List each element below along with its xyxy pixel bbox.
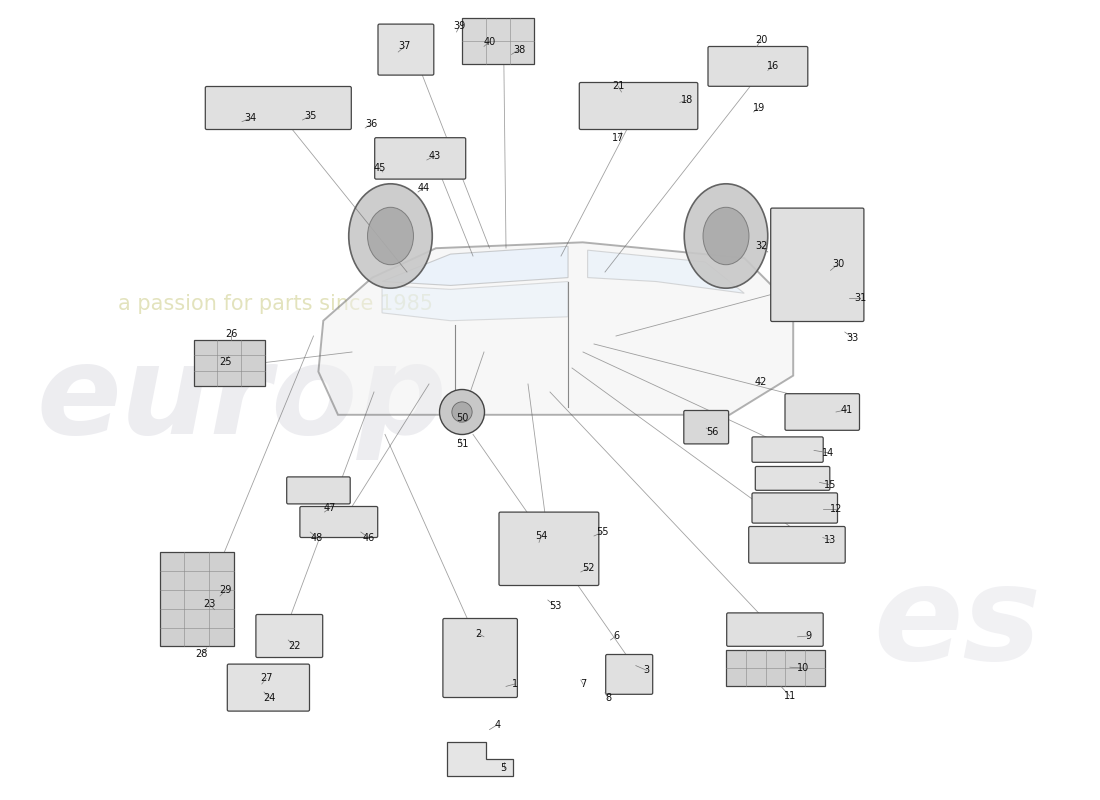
Text: 36: 36: [365, 119, 378, 129]
Text: 37: 37: [398, 42, 411, 51]
Text: 6: 6: [613, 631, 619, 641]
Text: 43: 43: [428, 151, 441, 161]
Text: 29: 29: [219, 586, 232, 595]
FancyBboxPatch shape: [684, 410, 728, 444]
Polygon shape: [447, 742, 513, 776]
Text: 55: 55: [596, 527, 609, 537]
Text: 13: 13: [824, 535, 837, 545]
Circle shape: [452, 402, 472, 422]
Text: 11: 11: [783, 691, 796, 701]
FancyBboxPatch shape: [443, 618, 517, 698]
FancyBboxPatch shape: [771, 208, 864, 322]
Text: a passion for parts since 1985: a passion for parts since 1985: [118, 294, 432, 314]
Text: 7: 7: [580, 679, 586, 689]
Text: 23: 23: [202, 599, 216, 609]
Text: 12: 12: [829, 504, 843, 514]
FancyBboxPatch shape: [228, 664, 309, 711]
FancyBboxPatch shape: [785, 394, 859, 430]
FancyBboxPatch shape: [378, 24, 433, 75]
FancyBboxPatch shape: [727, 613, 823, 646]
FancyBboxPatch shape: [749, 526, 845, 563]
Text: 18: 18: [681, 95, 694, 105]
Text: 39: 39: [453, 21, 466, 30]
FancyBboxPatch shape: [375, 138, 465, 179]
Text: 27: 27: [260, 674, 273, 683]
Text: 28: 28: [195, 650, 208, 659]
Polygon shape: [318, 242, 793, 414]
FancyBboxPatch shape: [752, 493, 837, 523]
Text: 14: 14: [822, 448, 835, 458]
Text: 31: 31: [854, 293, 867, 302]
Polygon shape: [587, 250, 745, 294]
Text: 33: 33: [846, 333, 859, 342]
Text: 24: 24: [263, 693, 276, 702]
Text: 8: 8: [605, 694, 612, 703]
Bar: [726, 650, 825, 686]
Ellipse shape: [349, 184, 432, 288]
Text: 34: 34: [244, 114, 257, 123]
Text: es: es: [873, 561, 1041, 687]
Text: 22: 22: [288, 642, 301, 651]
Polygon shape: [382, 282, 568, 321]
Text: 53: 53: [549, 602, 562, 611]
FancyBboxPatch shape: [206, 86, 351, 130]
Polygon shape: [382, 246, 568, 286]
Text: 1: 1: [512, 679, 518, 689]
FancyBboxPatch shape: [708, 46, 807, 86]
Text: 42: 42: [755, 378, 768, 387]
Text: 19: 19: [752, 103, 766, 113]
Text: 21: 21: [612, 82, 625, 91]
Text: 26: 26: [224, 330, 238, 339]
FancyBboxPatch shape: [287, 477, 350, 504]
Text: 5: 5: [500, 763, 507, 773]
Text: 51: 51: [455, 439, 469, 449]
Text: 44: 44: [417, 183, 430, 193]
Ellipse shape: [684, 184, 768, 288]
Text: 56: 56: [706, 427, 719, 437]
Text: 15: 15: [824, 480, 837, 490]
Text: 2: 2: [475, 629, 482, 638]
Text: 41: 41: [840, 405, 854, 414]
Circle shape: [440, 390, 484, 434]
FancyBboxPatch shape: [256, 614, 322, 658]
Text: 10: 10: [796, 663, 810, 673]
Text: 32: 32: [755, 242, 768, 251]
FancyBboxPatch shape: [756, 466, 829, 490]
Text: europ: europ: [36, 339, 448, 461]
FancyBboxPatch shape: [752, 437, 823, 462]
Text: 38: 38: [513, 45, 526, 54]
Text: 25: 25: [219, 357, 232, 366]
Text: 16: 16: [767, 61, 780, 70]
Text: 52: 52: [582, 563, 595, 573]
Bar: [462, 18, 534, 64]
Text: 47: 47: [323, 503, 337, 513]
Text: 35: 35: [304, 111, 317, 121]
Text: 3: 3: [644, 666, 650, 675]
Bar: [160, 552, 234, 646]
Text: 20: 20: [755, 35, 768, 45]
Text: 4: 4: [494, 720, 501, 730]
Bar: [194, 340, 265, 386]
Text: 45: 45: [373, 163, 386, 173]
Text: 46: 46: [362, 533, 375, 542]
Text: 40: 40: [483, 37, 496, 46]
Text: 48: 48: [310, 533, 323, 542]
Ellipse shape: [367, 207, 414, 265]
Text: 9: 9: [805, 631, 812, 641]
Text: 17: 17: [612, 133, 625, 142]
FancyBboxPatch shape: [606, 654, 652, 694]
FancyBboxPatch shape: [499, 512, 598, 586]
Ellipse shape: [703, 207, 749, 265]
Text: 30: 30: [832, 259, 845, 269]
FancyBboxPatch shape: [580, 82, 697, 130]
Text: 50: 50: [455, 413, 469, 422]
FancyBboxPatch shape: [300, 506, 377, 538]
Text: 54: 54: [535, 531, 548, 541]
